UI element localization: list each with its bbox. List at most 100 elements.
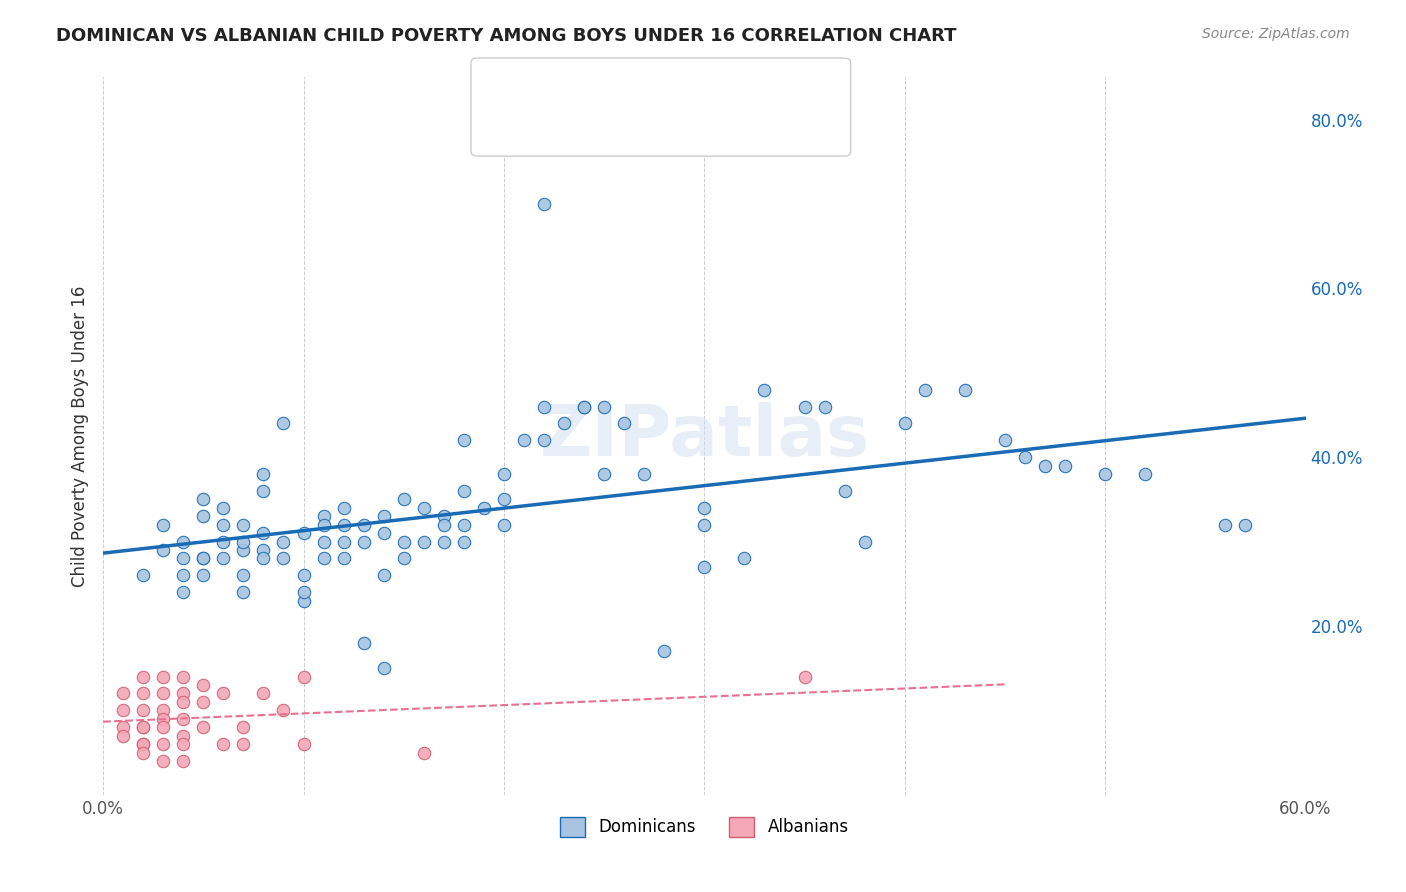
Point — [152, 517, 174, 532]
Point — [232, 720, 254, 734]
Point — [252, 543, 274, 558]
Point — [112, 720, 135, 734]
Point — [433, 509, 456, 524]
Point — [793, 400, 815, 414]
Point — [453, 434, 475, 448]
Point — [373, 661, 395, 675]
Point — [193, 551, 215, 566]
Point — [1033, 458, 1056, 473]
Legend: Dominicans, Albanians: Dominicans, Albanians — [554, 810, 855, 844]
Point — [193, 509, 215, 524]
Point — [834, 483, 856, 498]
Point — [232, 543, 254, 558]
Point — [252, 467, 274, 481]
Point — [273, 534, 295, 549]
Point — [132, 720, 155, 734]
Point — [353, 636, 375, 650]
Point — [292, 669, 315, 683]
Point — [193, 678, 215, 692]
Point — [292, 526, 315, 541]
Point — [733, 551, 755, 566]
Point — [613, 417, 636, 431]
Point — [914, 383, 936, 397]
Point — [433, 517, 456, 532]
Point — [152, 703, 174, 717]
Point — [994, 434, 1017, 448]
Point — [312, 517, 335, 532]
Point — [252, 686, 274, 700]
Point — [292, 585, 315, 599]
Point — [392, 492, 415, 507]
Text: DOMINICAN VS ALBANIAN CHILD POVERTY AMONG BOYS UNDER 16 CORRELATION CHART: DOMINICAN VS ALBANIAN CHILD POVERTY AMON… — [56, 27, 956, 45]
Point — [172, 695, 194, 709]
Point — [112, 729, 135, 743]
Point — [193, 568, 215, 582]
Point — [193, 695, 215, 709]
Point — [273, 703, 295, 717]
Point — [172, 585, 194, 599]
Point — [152, 686, 174, 700]
Point — [754, 383, 776, 397]
Point — [652, 644, 675, 658]
Point — [152, 712, 174, 726]
Point — [953, 383, 976, 397]
Point — [292, 593, 315, 607]
Point — [132, 686, 155, 700]
Point — [132, 746, 155, 760]
Point — [172, 534, 194, 549]
Point — [793, 669, 815, 683]
Point — [572, 400, 595, 414]
Point — [232, 737, 254, 751]
Point — [553, 417, 575, 431]
Point — [312, 551, 335, 566]
Point — [132, 568, 155, 582]
Point — [132, 720, 155, 734]
Point — [412, 746, 434, 760]
Point — [392, 551, 415, 566]
Point — [252, 551, 274, 566]
Point — [633, 467, 655, 481]
Point — [492, 467, 515, 481]
Point — [212, 551, 235, 566]
Point — [593, 400, 616, 414]
Point — [152, 720, 174, 734]
Point — [1014, 450, 1036, 465]
Point — [332, 500, 354, 515]
Point — [1094, 467, 1116, 481]
Point — [132, 703, 155, 717]
Point — [172, 729, 194, 743]
Point — [172, 737, 194, 751]
Point — [373, 509, 395, 524]
Point — [453, 534, 475, 549]
Point — [152, 754, 174, 768]
Point — [853, 534, 876, 549]
Point — [593, 467, 616, 481]
Point — [212, 534, 235, 549]
Point — [453, 517, 475, 532]
Point — [412, 534, 434, 549]
Point — [212, 737, 235, 751]
Legend: R =  0.354   N = 97, R = -0.382   N = 39: R = 0.354 N = 97, R = -0.382 N = 39 — [558, 78, 763, 136]
Point — [472, 500, 495, 515]
Point — [453, 483, 475, 498]
Point — [212, 517, 235, 532]
Point — [172, 712, 194, 726]
Point — [332, 517, 354, 532]
Point — [312, 534, 335, 549]
Point — [533, 400, 555, 414]
Point — [693, 500, 716, 515]
Point — [332, 534, 354, 549]
Point — [292, 568, 315, 582]
Point — [292, 737, 315, 751]
Point — [1053, 458, 1076, 473]
Point — [353, 534, 375, 549]
Point — [533, 434, 555, 448]
Point — [112, 703, 135, 717]
Point — [373, 526, 395, 541]
Point — [693, 517, 716, 532]
Point — [152, 669, 174, 683]
Point — [172, 669, 194, 683]
Point — [152, 543, 174, 558]
Point — [212, 500, 235, 515]
Point — [273, 551, 295, 566]
